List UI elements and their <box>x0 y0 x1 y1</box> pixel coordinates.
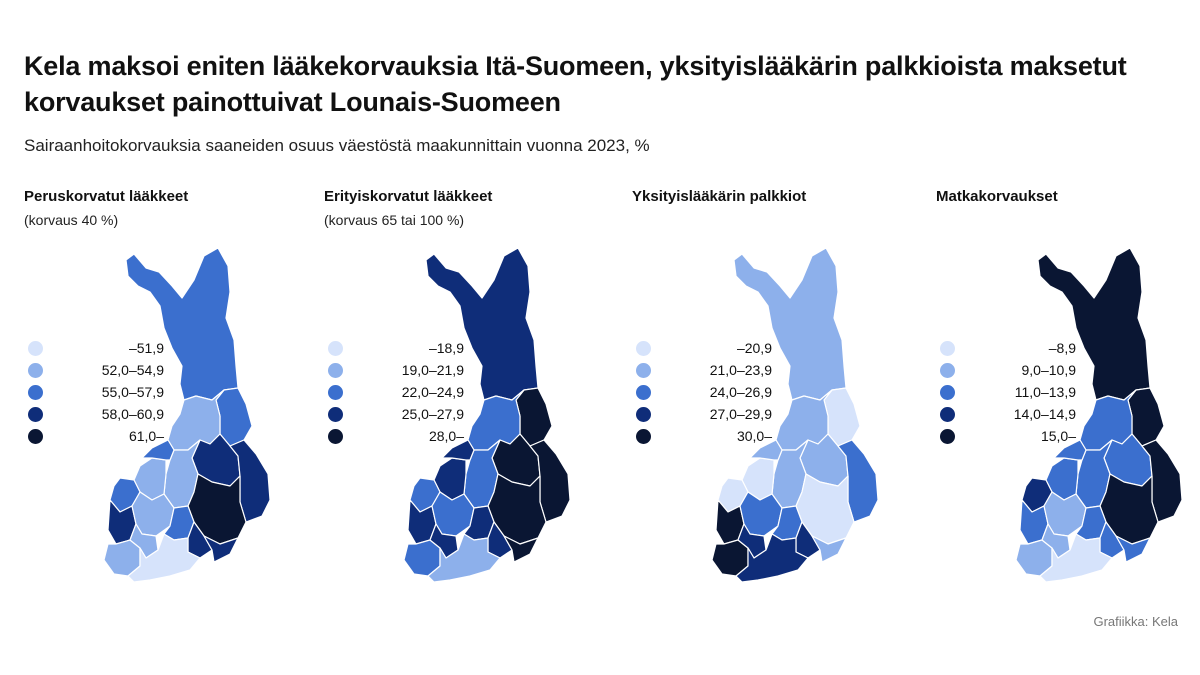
map-panel-erityis: Erityiskorvatut lääkkeet (korvaus 65 tai… <box>324 188 614 608</box>
legend-swatch <box>328 407 343 422</box>
legend: –18,9 19,0–21,9 22,0–24,9 25,0–27,9 28,0– <box>324 338 464 448</box>
region-etela-karjala <box>503 535 539 563</box>
legend-item: 28,0– <box>324 426 464 448</box>
legend-label: 58,0–60,9 <box>101 406 164 422</box>
finland-map <box>711 247 879 583</box>
legend-label: –51,9 <box>128 340 164 356</box>
region-lappi <box>425 247 539 401</box>
legend-swatch <box>940 407 955 422</box>
region-keski-pohjanmaa <box>441 439 475 461</box>
panel-title: Yksityislääkärin palkkiot <box>632 188 807 205</box>
legend-item: 21,0–23,9 <box>632 360 772 382</box>
legend-label: –18,9 <box>428 340 464 356</box>
region-etela-karjala <box>1115 535 1151 563</box>
region-lappi <box>1037 247 1151 401</box>
legend-label: 21,0–23,9 <box>709 362 772 378</box>
legend-item: 58,0–60,9 <box>24 404 164 426</box>
legend: –8,9 9,0–10,9 11,0–13,9 14,0–14,9 15,0– <box>936 338 1076 448</box>
legend-item: 61,0– <box>24 426 164 448</box>
legend: –20,9 21,0–23,9 24,0–26,9 27,0–29,9 30,0– <box>632 338 772 448</box>
legend-item: 11,0–13,9 <box>936 382 1076 404</box>
legend-item: 22,0–24,9 <box>324 382 464 404</box>
legend-swatch <box>636 341 651 356</box>
legend-swatch <box>328 429 343 444</box>
legend-item: 27,0–29,9 <box>632 404 772 426</box>
legend-item: 52,0–54,9 <box>24 360 164 382</box>
legend-item: 19,0–21,9 <box>324 360 464 382</box>
legend-swatch <box>28 385 43 400</box>
legend-item: –8,9 <box>936 338 1076 360</box>
legend-swatch <box>636 407 651 422</box>
region-lappi <box>125 247 239 401</box>
legend-item: 24,0–26,9 <box>632 382 772 404</box>
region-etela-karjala <box>811 535 847 563</box>
legend-swatch <box>28 407 43 422</box>
legend: –51,9 52,0–54,9 55,0–57,9 58,0–60,9 61,0– <box>24 338 164 448</box>
chart-title: Kela maksoi eniten lääkekorvauksia Itä-S… <box>24 51 1127 117</box>
region-uusimaa <box>127 533 201 583</box>
panel-title: Matkakorvaukset <box>936 188 1058 205</box>
legend-swatch <box>28 429 43 444</box>
legend-label: 24,0–26,9 <box>709 384 772 400</box>
legend-swatch <box>328 363 343 378</box>
legend-label: 19,0–21,9 <box>401 362 464 378</box>
legend-label: 28,0– <box>428 428 464 444</box>
credit: Grafiikka: Kela <box>1093 614 1178 629</box>
legend-label: 14,0–14,9 <box>1013 406 1076 422</box>
legend-swatch <box>940 363 955 378</box>
legend-label: 52,0–54,9 <box>101 362 164 378</box>
legend-swatch <box>940 385 955 400</box>
legend-item: –51,9 <box>24 338 164 360</box>
legend-label: 27,0–29,9 <box>709 406 772 422</box>
panel-note: (korvaus 65 tai 100 %) <box>324 212 465 228</box>
region-lappi <box>733 247 847 401</box>
legend-label: 22,0–24,9 <box>401 384 464 400</box>
panel-title: Peruskorvatut lääkkeet <box>24 188 189 205</box>
legend-item: 30,0– <box>632 426 772 448</box>
region-keski-pohjanmaa <box>141 439 175 461</box>
panel-title: Erityiskorvatut lääkkeet <box>324 188 493 205</box>
legend-item: 25,0–27,9 <box>324 404 464 426</box>
region-keski-pohjanmaa <box>1053 439 1087 461</box>
region-uusimaa <box>735 533 809 583</box>
legend-swatch <box>940 429 955 444</box>
legend-item: 14,0–14,9 <box>936 404 1076 426</box>
legend-label: –20,9 <box>736 340 772 356</box>
map-panel-matka: Matkakorvaukset –8,9 9,0–10,9 11,0–13,9 14,… <box>936 188 1200 608</box>
legend-swatch <box>328 385 343 400</box>
panel-note: (korvaus 40 %) <box>24 212 119 228</box>
legend-item: –20,9 <box>632 338 772 360</box>
legend-swatch <box>28 341 43 356</box>
map-panel-yksityis: Yksityislääkärin palkkiot –20,9 21,0–23,9… <box>632 188 922 608</box>
legend-swatch <box>328 341 343 356</box>
legend-label: 55,0–57,9 <box>101 384 164 400</box>
region-etela-karjala <box>203 535 239 563</box>
legend-swatch <box>636 429 651 444</box>
legend-label: 11,0–13,9 <box>1014 384 1076 400</box>
finland-map <box>1015 247 1183 583</box>
legend-label: 25,0–27,9 <box>401 406 464 422</box>
legend-swatch <box>28 363 43 378</box>
region-uusimaa <box>1039 533 1113 583</box>
legend-swatch <box>636 385 651 400</box>
legend-label: –8,9 <box>1048 340 1076 356</box>
legend-item: –18,9 <box>324 338 464 360</box>
legend-item: 55,0–57,9 <box>24 382 164 404</box>
legend-label: 15,0– <box>1040 428 1076 444</box>
chart-subtitle: Sairaanhoitokorvauksia saaneiden osuus v… <box>24 136 650 155</box>
legend-item: 15,0– <box>936 426 1076 448</box>
legend-item: 9,0–10,9 <box>936 360 1076 382</box>
legend-label: 9,0–10,9 <box>1021 362 1077 378</box>
legend-swatch <box>636 363 651 378</box>
legend-label: 30,0– <box>736 428 772 444</box>
map-panel-perus: Peruskorvatut lääkkeet (korvaus 40 %) –5… <box>24 188 314 608</box>
legend-label: 61,0– <box>128 428 164 444</box>
region-keski-pohjanmaa <box>749 439 783 461</box>
legend-swatch <box>940 341 955 356</box>
finland-map <box>403 247 571 583</box>
finland-map <box>103 247 271 583</box>
region-uusimaa <box>427 533 501 583</box>
